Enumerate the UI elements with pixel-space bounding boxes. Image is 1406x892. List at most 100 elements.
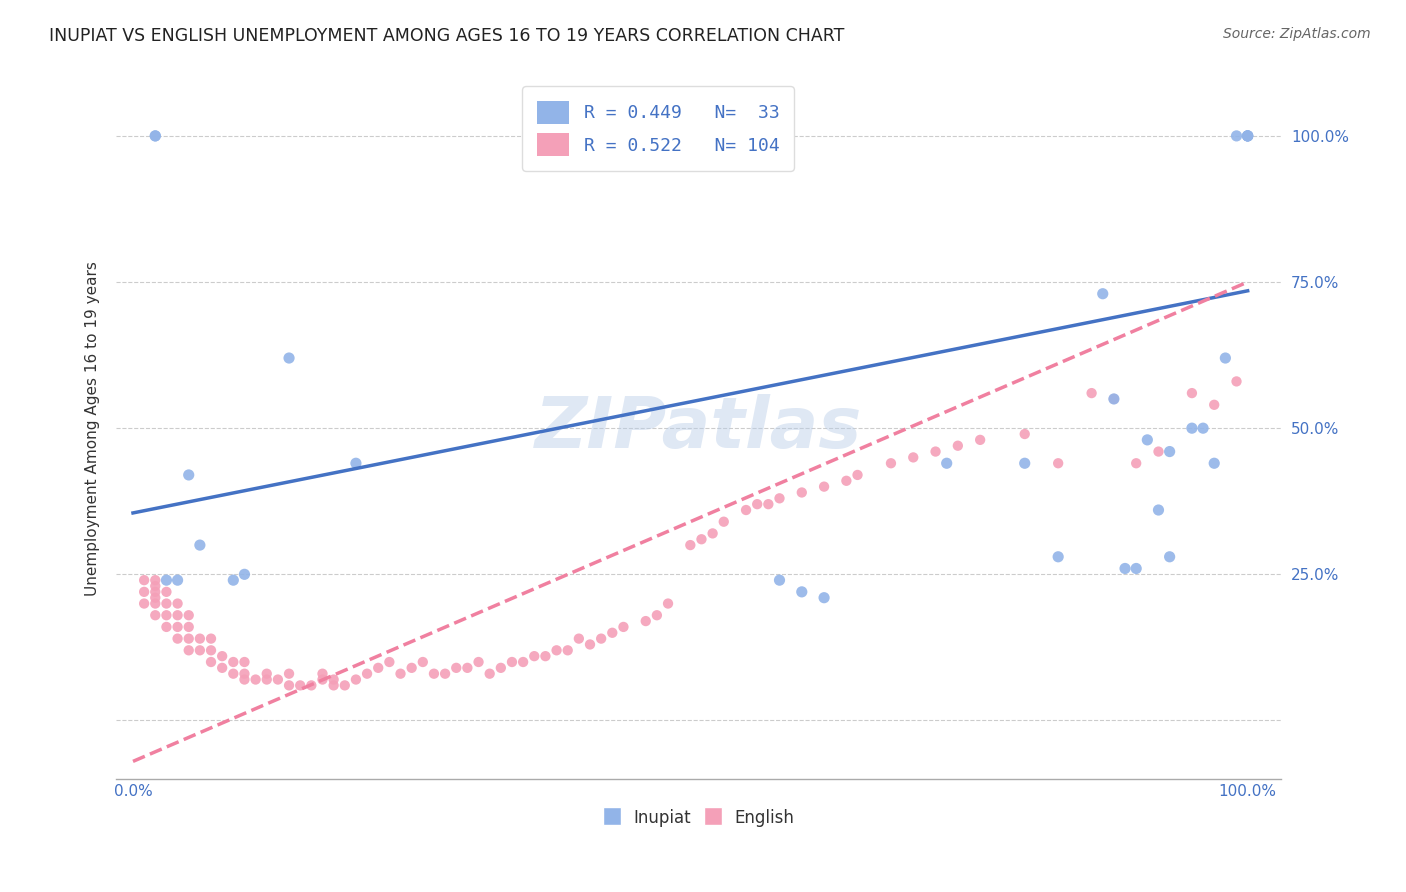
Point <box>489 661 512 675</box>
Point <box>367 661 389 675</box>
Point <box>1014 456 1036 470</box>
Point <box>311 666 333 681</box>
Point <box>880 456 903 470</box>
Point <box>591 632 613 646</box>
Point <box>1204 398 1226 412</box>
Point <box>634 614 657 628</box>
Point <box>924 444 946 458</box>
Point <box>568 632 591 646</box>
Point <box>256 666 278 681</box>
Point <box>134 585 156 599</box>
Point <box>690 533 713 547</box>
Point <box>946 439 969 453</box>
Point <box>278 351 301 365</box>
Point <box>233 673 256 687</box>
Point <box>1014 427 1036 442</box>
Point <box>200 632 222 646</box>
Point <box>233 666 256 681</box>
Point <box>143 579 166 593</box>
Point <box>790 485 813 500</box>
Point <box>813 480 835 494</box>
Point <box>444 661 467 675</box>
Point <box>356 666 378 681</box>
Point <box>1192 421 1215 435</box>
Point <box>1236 128 1258 143</box>
Point <box>1147 444 1170 458</box>
Point <box>333 678 356 692</box>
Point <box>1225 128 1247 143</box>
Point <box>344 456 367 470</box>
Point <box>1236 128 1258 143</box>
Point <box>1114 561 1136 575</box>
Point <box>155 585 177 599</box>
Point <box>322 678 344 692</box>
Point <box>1215 351 1237 365</box>
Point <box>222 655 245 669</box>
Point <box>166 632 188 646</box>
Point <box>322 673 344 687</box>
Point <box>299 678 322 692</box>
Point <box>747 497 769 511</box>
Point <box>735 503 758 517</box>
Point <box>1236 128 1258 143</box>
Point <box>1159 549 1181 564</box>
Point <box>813 591 835 605</box>
Point <box>344 673 367 687</box>
Point <box>166 620 188 634</box>
Point <box>534 649 557 664</box>
Point <box>166 597 188 611</box>
Point <box>434 666 457 681</box>
Point <box>1181 386 1204 401</box>
Point <box>657 597 679 611</box>
Point <box>1047 549 1070 564</box>
Point <box>935 456 957 470</box>
Point <box>155 597 177 611</box>
Point <box>233 567 256 582</box>
Point <box>702 526 724 541</box>
Point <box>903 450 925 465</box>
Point <box>1080 386 1102 401</box>
Point <box>713 515 735 529</box>
Point <box>546 643 568 657</box>
Point <box>155 620 177 634</box>
Point <box>612 620 634 634</box>
Point <box>1236 128 1258 143</box>
Point <box>134 573 156 587</box>
Point <box>166 608 188 623</box>
Point <box>1125 456 1147 470</box>
Point <box>1225 375 1247 389</box>
Point <box>846 467 869 482</box>
Point <box>245 673 267 687</box>
Point <box>143 591 166 605</box>
Y-axis label: Unemployment Among Ages 16 to 19 years: Unemployment Among Ages 16 to 19 years <box>86 260 100 596</box>
Point <box>188 538 211 552</box>
Point <box>645 608 668 623</box>
Point <box>155 608 177 623</box>
Text: ZIPatlas: ZIPatlas <box>536 393 862 463</box>
Point <box>267 673 290 687</box>
Point <box>1236 128 1258 143</box>
Point <box>177 467 200 482</box>
Text: Source: ZipAtlas.com: Source: ZipAtlas.com <box>1223 27 1371 41</box>
Point <box>1136 433 1159 447</box>
Point <box>1236 128 1258 143</box>
Point <box>177 632 200 646</box>
Point <box>557 643 579 657</box>
Point <box>1181 421 1204 435</box>
Point <box>134 597 156 611</box>
Point <box>222 666 245 681</box>
Point <box>177 620 200 634</box>
Point <box>1102 392 1125 406</box>
Point <box>290 678 312 692</box>
Point <box>278 678 301 692</box>
Point <box>256 673 278 687</box>
Point <box>200 643 222 657</box>
Point <box>478 666 501 681</box>
Point <box>501 655 523 669</box>
Point <box>155 573 177 587</box>
Point <box>835 474 858 488</box>
Point <box>1236 128 1258 143</box>
Point <box>969 433 991 447</box>
Point <box>222 573 245 587</box>
Point <box>177 608 200 623</box>
